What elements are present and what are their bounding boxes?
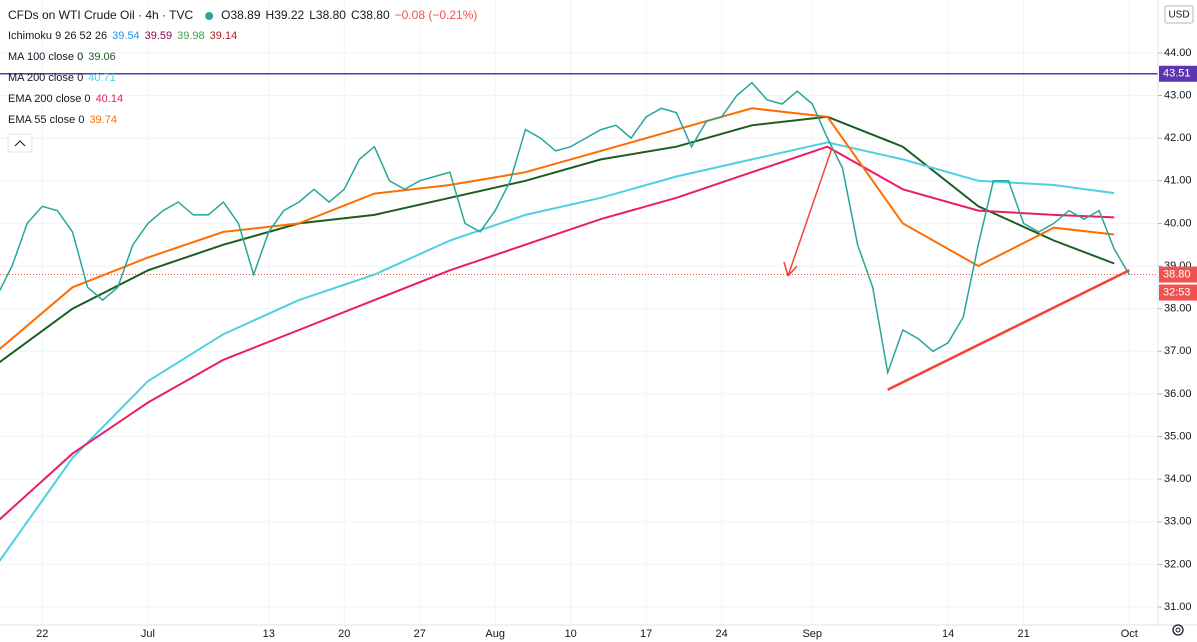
y-tick-label: 31.00: [1164, 601, 1192, 613]
x-tick-label: 21: [1018, 628, 1030, 640]
settings-icon[interactable]: [1172, 624, 1184, 636]
gear: [1172, 624, 1184, 636]
y-tick-label: 36.00: [1164, 388, 1192, 400]
status-dot: [205, 12, 214, 20]
plot: [0, 73, 1158, 562]
legend-value: 40.71: [88, 72, 116, 84]
x-tick-label: Sep: [802, 628, 822, 640]
currency: USD: [1168, 10, 1189, 21]
x-tick-label: 14: [942, 628, 954, 640]
legend-label: Ichimoku 9 26 52 26: [8, 30, 107, 42]
quote: −0.08 (−0.21%): [395, 8, 478, 22]
moving-average: [0, 107, 1115, 351]
price-tag-label: 38.80: [1163, 268, 1191, 280]
legend-value: 39.74: [89, 114, 117, 126]
legend-label: EMA 200 close 0: [8, 93, 91, 105]
price-tag: [1159, 266, 1197, 283]
legend-value: 39.54: [112, 30, 140, 42]
y-tick-label: 40.00: [1164, 217, 1192, 229]
x-tick-label: 10: [565, 628, 577, 640]
legend-label: EMA 55 close 0: [8, 114, 84, 126]
collapse-button[interactable]: [7, 133, 33, 153]
y-tick-label: 32.00: [1164, 558, 1192, 570]
x-tick-label: Aug: [485, 628, 505, 640]
countdown: 32:53: [1163, 286, 1191, 298]
x-tick-label: 17: [640, 628, 652, 640]
x-tick-label: 22: [36, 628, 48, 640]
moving-average: [0, 115, 1115, 364]
x-tick-label: Jul: [141, 628, 155, 640]
quote: H39.22: [266, 8, 305, 22]
price-tag: [1159, 65, 1197, 82]
trendline: [887, 269, 1130, 391]
y-tick-label: 33.00: [1164, 516, 1192, 528]
quote: L38.80: [309, 8, 346, 22]
quote: O38.89: [221, 8, 261, 22]
y-tick-label: 42.00: [1164, 132, 1192, 144]
price-line: [0, 81, 1130, 376]
y-tick-label: 38.00: [1164, 303, 1192, 315]
drawn-arrow: [783, 147, 833, 277]
gear-hub: [1175, 627, 1181, 633]
x-tick-label: 20: [338, 628, 350, 640]
x-tick-label: 27: [414, 628, 426, 640]
legend-label: MA 200 close 0: [8, 72, 83, 84]
price-tag-label: 43.51: [1163, 68, 1191, 80]
legend-value: 39.06: [88, 51, 116, 63]
legend-value: 39.98: [177, 30, 205, 42]
legend-value: 39.14: [210, 30, 238, 42]
legend: O38.89 H39.22 L38.80 C38.80 −0.08 (−0.21%) Ic…: [8, 8, 477, 126]
y-tick-label: 35.00: [1164, 430, 1192, 442]
x-tick-label: 24: [716, 628, 728, 640]
y-tick-label: 43.00: [1164, 89, 1192, 101]
x-tick-label: 13: [263, 628, 275, 640]
legend-label: MA 100 close 0: [8, 51, 83, 63]
quote: C38.80: [351, 8, 390, 22]
countdown-tag: [1159, 284, 1197, 301]
y-tick-label: 41.00: [1164, 175, 1192, 187]
x-tick-label: Oct: [1121, 628, 1138, 640]
moving-average: [0, 145, 1115, 521]
chart-title: CFDs on WTI Crude Oil · 4h · TVC: [8, 8, 193, 22]
y-tick-label: 34.00: [1164, 473, 1192, 485]
currency-box[interactable]: [1164, 5, 1194, 24]
y-tick-label: 37.00: [1164, 345, 1192, 357]
chevron-icon: [14, 140, 26, 147]
legend-value: 40.14: [96, 93, 124, 105]
axes: 31.00 32.00 33.00 34.00 35.00 36.00 37.00 38.00…: [36, 47, 1197, 640]
legend-value: 39.59: [145, 30, 173, 42]
y-tick-label: 44.00: [1164, 47, 1192, 59]
moving-average: [0, 141, 1115, 562]
